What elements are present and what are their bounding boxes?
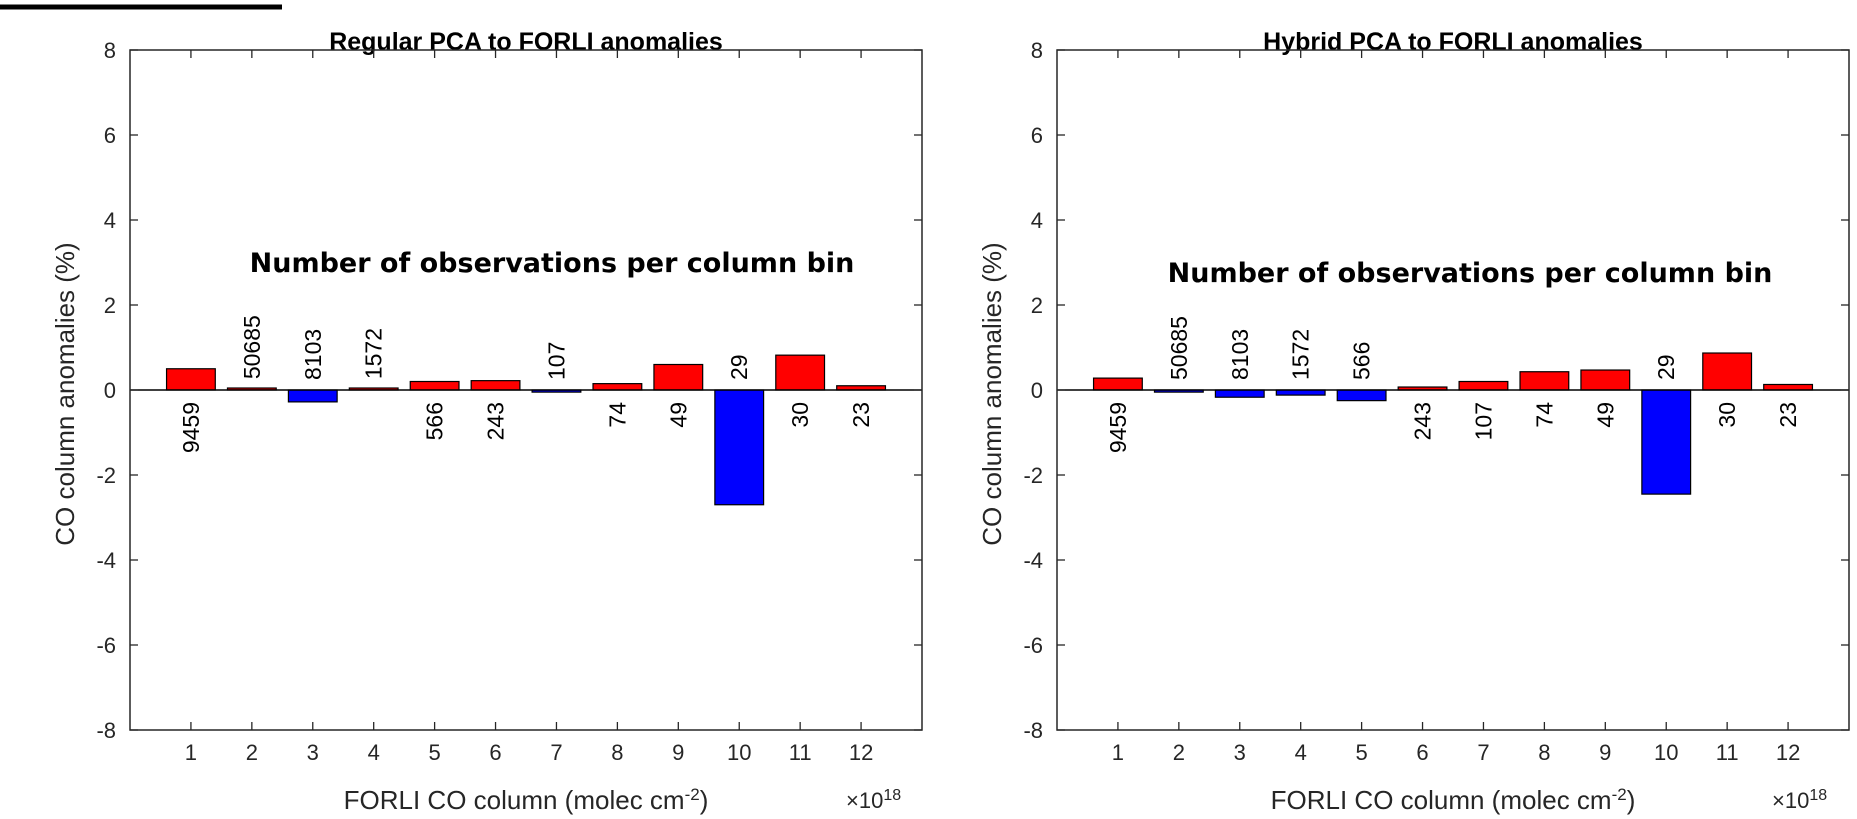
bar-4 (1275, 389, 1326, 396)
x-axis-label: FORLI CO column (molec cm-2) (1271, 785, 1636, 816)
bar-5 (409, 380, 460, 391)
y-axis-label: CO column anomalies (%) (50, 242, 80, 545)
count-label: 30 (1714, 402, 1740, 428)
count-label: 23 (848, 402, 874, 428)
count-label: 49 (1592, 402, 1618, 428)
y-tick-label: -2 (1023, 463, 1043, 488)
y-tick-label: 8 (1031, 38, 1043, 63)
x-tick-label: 9 (672, 740, 684, 765)
count-label: 74 (604, 402, 630, 428)
x-tick-label: 2 (246, 740, 258, 765)
y-tick-label: 2 (1031, 293, 1043, 318)
x-tick-label: 8 (1538, 740, 1550, 765)
y-tick-label: 4 (1031, 208, 1043, 233)
bar-1 (1092, 377, 1143, 391)
count-label: 9459 (1105, 402, 1131, 453)
y-tick-label: -8 (1023, 718, 1043, 743)
bar-3 (1214, 389, 1265, 398)
bar-3 (287, 389, 338, 403)
count-label: 1572 (361, 328, 387, 379)
bar-8 (592, 383, 643, 391)
x-tick-label: 12 (849, 740, 873, 765)
count-label: 566 (422, 402, 448, 440)
x-tick-label: 1 (1112, 740, 1124, 765)
bar-8 (1519, 371, 1570, 391)
x-tick-label: 1 (185, 740, 197, 765)
y-tick-label: 2 (104, 293, 116, 318)
x-axis-multiplier: ×1018 (846, 787, 901, 814)
count-label: 8103 (300, 329, 326, 380)
chart-title: Regular PCA to FORLI anomalies (329, 28, 723, 56)
bar-11 (1702, 352, 1753, 391)
bar-9 (653, 363, 704, 391)
x-tick-label: 6 (1416, 740, 1428, 765)
x-tick-label: 4 (368, 740, 380, 765)
bar-12 (1763, 383, 1814, 391)
y-axis-label: CO column anomalies (%) (977, 242, 1007, 545)
y-tick-label: 0 (104, 378, 116, 403)
bar-6 (470, 380, 521, 391)
bar-11 (775, 354, 826, 391)
x-tick-label: 5 (1355, 740, 1367, 765)
count-label: 29 (1653, 354, 1679, 380)
chart-panel-regular-pca: Regular PCA to FORLI anomalies CO column… (50, 28, 923, 816)
bar-9 (1580, 369, 1631, 391)
count-label: 49 (665, 402, 691, 428)
x-tick-label: 5 (428, 740, 440, 765)
x-axis-label: FORLI CO column (molec cm-2) (344, 785, 709, 816)
y-tick-label: -6 (1023, 633, 1043, 658)
count-label: 29 (726, 354, 752, 380)
y-tick-label: -2 (96, 463, 116, 488)
count-label: 107 (1470, 402, 1496, 440)
x-tick-label: 9 (1599, 740, 1611, 765)
x-tick-label: 12 (1776, 740, 1800, 765)
x-tick-label: 11 (789, 740, 812, 765)
count-label: 50685 (239, 315, 265, 379)
count-label: 107 (543, 342, 569, 380)
x-tick-label: 3 (1234, 740, 1246, 765)
bar-10 (714, 389, 765, 506)
chart-panel-hybrid-pca: Hybrid PCA to FORLI anomalies CO column … (977, 28, 1850, 816)
bar-1 (165, 368, 216, 391)
x-tick-label: 4 (1295, 740, 1307, 765)
x-tick-label: 7 (550, 740, 562, 765)
x-tick-label: 10 (727, 740, 751, 765)
bar-10 (1641, 389, 1692, 495)
x-axis-multiplier: ×1018 (1772, 787, 1827, 814)
bar-7 (1458, 380, 1509, 391)
y-tick-label: -4 (1023, 548, 1043, 573)
bar-5 (1336, 389, 1387, 402)
chart-title: Hybrid PCA to FORLI anomalies (1263, 28, 1643, 56)
y-tick-label: 8 (104, 38, 116, 63)
y-tick-label: 0 (1031, 378, 1043, 403)
count-label: 8103 (1227, 329, 1253, 380)
y-tick-label: -4 (96, 548, 116, 573)
x-tick-label: 8 (611, 740, 623, 765)
x-tick-label: 11 (1716, 740, 1739, 765)
y-tick-label: 6 (1031, 123, 1043, 148)
x-tick-label: 7 (1477, 740, 1489, 765)
y-tick-label: 6 (104, 123, 116, 148)
count-label: 243 (1410, 402, 1436, 440)
x-tick-label: 2 (1173, 740, 1185, 765)
count-label: 23 (1775, 402, 1801, 428)
count-label: 30 (787, 402, 813, 428)
y-tick-label: 4 (104, 208, 116, 233)
x-tick-label: 10 (1654, 740, 1678, 765)
count-label: 243 (483, 402, 509, 440)
chart-annotation: Number of observations per column bin (1168, 258, 1773, 289)
count-label: 566 (1349, 342, 1375, 380)
count-label: 74 (1531, 402, 1557, 428)
y-tick-label: -6 (96, 633, 116, 658)
chart-annotation: Number of observations per column bin (250, 248, 855, 279)
x-tick-label: 3 (307, 740, 319, 765)
count-label: 1572 (1288, 329, 1314, 380)
y-tick-label: -8 (96, 718, 116, 743)
count-label: 50685 (1166, 316, 1192, 380)
count-label: 9459 (178, 402, 204, 453)
x-tick-label: 6 (489, 740, 501, 765)
